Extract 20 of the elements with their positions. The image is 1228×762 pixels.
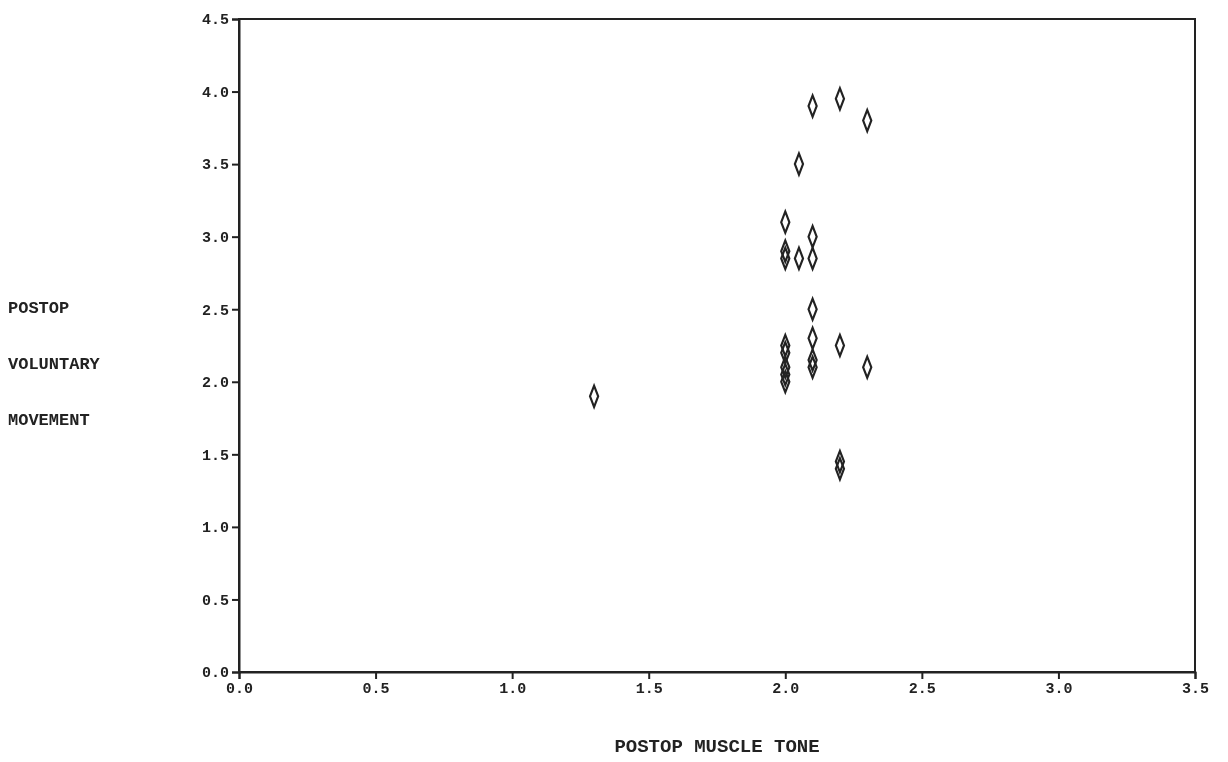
y-tick-label: 0.5 (201, 592, 229, 610)
x-tick-label: 1.5 (635, 680, 663, 698)
y-tick-label: 1.5 (201, 447, 229, 465)
y-tick-label: 3.5 (201, 157, 229, 175)
x-tick-label: 0.0 (225, 680, 254, 698)
y-tick-label: 2.5 (201, 302, 229, 320)
y-tick-label: 3.0 (201, 229, 229, 247)
y-tick-label: 2.0 (201, 375, 229, 393)
y-tick-label: 1.0 (201, 520, 229, 538)
x-tick-label: 2.5 (908, 680, 936, 698)
y-tick-label: 0.0 (201, 665, 229, 683)
x-tick-label: 3.5 (1181, 680, 1210, 698)
x-tick-label: 1.0 (499, 680, 527, 698)
text: POSTOP VOLUNTARY MOVEMENT (8, 299, 100, 431)
y-tick-label: 4.5 (201, 12, 229, 30)
x-tick-label: 0.5 (362, 680, 390, 698)
x-tick-label: 2.0 (772, 680, 800, 698)
x-tick-label: 3.0 (1045, 680, 1073, 698)
x-axis-title: POSTOP MUSCLE TONE (614, 736, 820, 758)
y-tick-label: 4.0 (201, 84, 229, 102)
